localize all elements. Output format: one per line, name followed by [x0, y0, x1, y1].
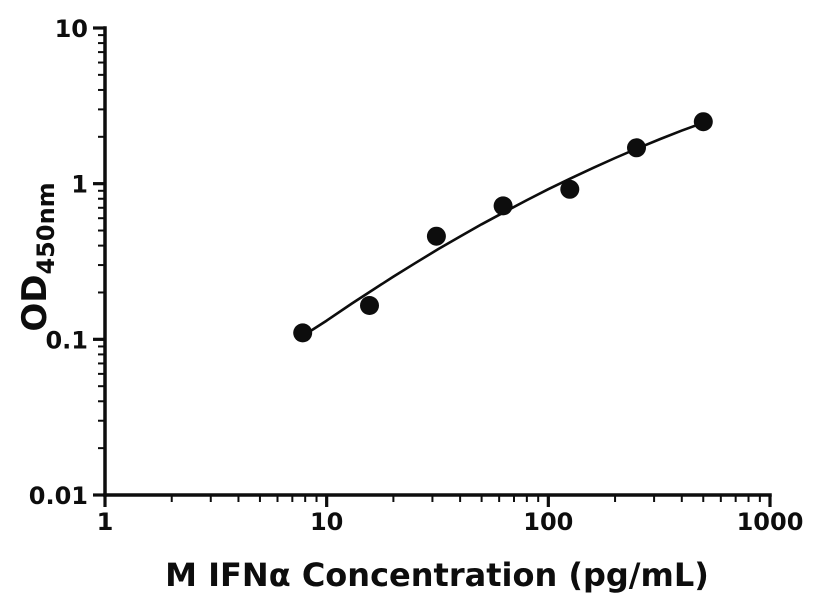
- data-point: [360, 296, 379, 315]
- y-axis-title: OD450nm: [15, 182, 60, 331]
- data-point: [560, 179, 580, 199]
- data-point: [426, 226, 446, 246]
- y-tick-label: 1: [71, 171, 88, 199]
- x-tick-label: 10: [310, 508, 343, 536]
- x-axis-title: M IFNα Concentration (pg/mL): [165, 556, 709, 594]
- data-point: [293, 323, 313, 343]
- data-point: [493, 196, 513, 216]
- data-point: [627, 138, 646, 158]
- x-tick-label: 1: [97, 508, 114, 536]
- y-tick-label: 0.1: [45, 326, 88, 354]
- y-axis-title-subscript: 450nm: [32, 182, 60, 274]
- y-tick-label: 0.01: [29, 482, 88, 510]
- x-tick-label: 100: [523, 508, 573, 536]
- data-point: [693, 112, 713, 132]
- x-tick-label: 1000: [737, 508, 804, 536]
- y-axis-title-main: OD: [15, 275, 55, 332]
- y-tick-label: 10: [55, 15, 88, 43]
